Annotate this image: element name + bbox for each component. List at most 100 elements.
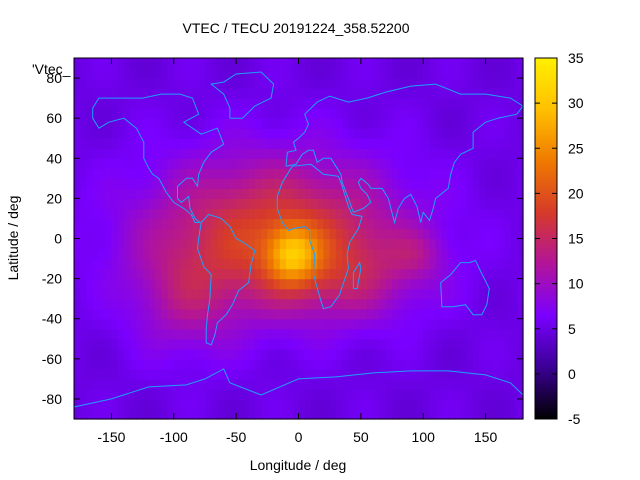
y-tick-label: 40 <box>46 150 62 166</box>
heatmap-cell <box>460 118 468 129</box>
heatmap-cell <box>410 58 418 69</box>
heatmap-cell <box>360 388 368 400</box>
heatmap-cell <box>92 408 100 420</box>
heatmap-cell <box>136 238 144 250</box>
heatmap-cell <box>123 148 131 159</box>
heatmap-cell <box>479 348 487 360</box>
heatmap-cell <box>242 78 250 89</box>
heatmap-cell <box>254 188 262 199</box>
heatmap-cell <box>448 68 456 79</box>
heatmap-cell <box>429 368 437 380</box>
heatmap-cell <box>236 58 243 69</box>
heatmap-cell <box>111 298 119 310</box>
heatmap-cell <box>342 368 349 380</box>
heatmap-cell <box>485 128 493 139</box>
heatmap-cell <box>441 408 449 420</box>
heatmap-cell <box>155 408 162 420</box>
heatmap-cell <box>498 398 505 410</box>
heatmap-cell <box>186 88 194 99</box>
heatmap-cell <box>498 318 505 330</box>
heatmap-cell <box>360 358 368 370</box>
heatmap-cell <box>510 118 518 129</box>
heatmap-cell <box>435 288 443 300</box>
heatmap-cell <box>498 358 505 370</box>
heatmap-cell <box>267 388 275 400</box>
heatmap-cell <box>105 68 113 79</box>
heatmap-cell <box>148 318 156 330</box>
heatmap-cell <box>273 348 281 360</box>
heatmap-cell <box>510 208 518 220</box>
heatmap-cell <box>416 378 424 390</box>
heatmap-cell <box>86 228 94 240</box>
heatmap-cell <box>510 128 518 139</box>
heatmap-cell <box>229 318 237 330</box>
heatmap-cell <box>192 78 200 89</box>
heatmap-cell <box>167 338 175 350</box>
heatmap-cell <box>317 178 325 189</box>
heatmap-cell <box>354 148 362 159</box>
heatmap-cell <box>298 278 306 290</box>
heatmap-cell <box>454 268 462 280</box>
heatmap-cell <box>435 58 443 69</box>
heatmap-cell <box>491 408 499 420</box>
heatmap-cell <box>354 218 362 230</box>
heatmap-cell <box>248 238 256 250</box>
heatmap-cell <box>379 328 387 340</box>
heatmap-cell <box>223 178 231 189</box>
heatmap-cell <box>267 168 275 179</box>
heatmap-cell <box>498 198 505 210</box>
heatmap-cell <box>304 308 312 320</box>
heatmap-cell <box>310 178 318 189</box>
heatmap-cell <box>148 338 156 350</box>
heatmap-cell <box>373 118 381 129</box>
heatmap-cell <box>98 298 106 310</box>
heatmap-cell <box>367 68 374 79</box>
heatmap-cell <box>373 368 381 380</box>
heatmap-cell <box>136 188 144 199</box>
heatmap-cell <box>111 338 119 350</box>
heatmap-cell <box>416 218 424 230</box>
heatmap-cell <box>98 148 106 159</box>
heatmap-cell <box>292 78 300 89</box>
heatmap-cell <box>204 388 212 400</box>
heatmap-cell <box>379 408 387 420</box>
heatmap-cell <box>410 168 418 179</box>
heatmap-cell <box>473 188 480 199</box>
heatmap-cell <box>473 398 480 410</box>
heatmap-cell <box>416 288 424 300</box>
heatmap-cell <box>354 188 362 199</box>
heatmap-cell <box>454 238 462 250</box>
heatmap-cell <box>491 298 499 310</box>
heatmap-cell <box>198 268 206 280</box>
heatmap-cell <box>329 268 337 280</box>
heatmap-cell <box>80 308 88 320</box>
heatmap-cell <box>111 158 119 169</box>
heatmap-cell <box>167 328 175 340</box>
heatmap-cell <box>229 58 237 69</box>
heatmap-cell <box>161 68 169 79</box>
heatmap-cell <box>142 58 150 69</box>
heatmap-cell <box>504 298 512 310</box>
heatmap-cell <box>186 228 194 240</box>
heatmap-cell <box>111 248 119 260</box>
heatmap-cell <box>367 338 374 350</box>
heatmap-cell <box>204 188 212 199</box>
heatmap-cell <box>92 228 100 240</box>
heatmap-cell <box>473 238 480 250</box>
heatmap-cell <box>254 68 262 79</box>
heatmap-cell <box>329 328 337 340</box>
heatmap-cell <box>279 408 287 420</box>
heatmap-cell <box>454 198 462 210</box>
heatmap-cell <box>248 358 256 370</box>
heatmap-cell <box>186 168 194 179</box>
heatmap-cell <box>292 338 300 350</box>
heatmap-cell <box>466 328 474 340</box>
heatmap-cell <box>460 398 468 410</box>
heatmap-cell <box>74 148 81 159</box>
heatmap-cell <box>429 88 437 99</box>
heatmap-cell <box>286 308 293 320</box>
heatmap-cell <box>460 358 468 370</box>
heatmap-cell <box>155 188 162 199</box>
heatmap-cell <box>148 398 156 410</box>
heatmap-cell <box>80 188 88 199</box>
